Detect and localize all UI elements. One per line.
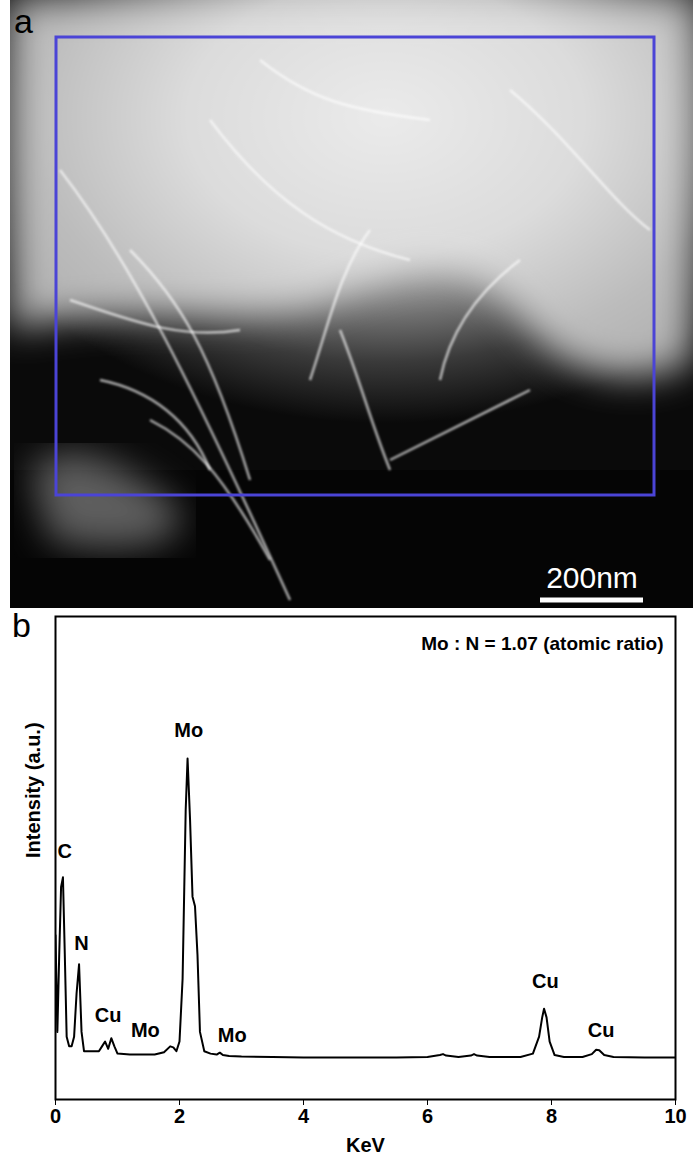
svg-text:Mo: Mo (174, 719, 203, 741)
svg-text:Cu: Cu (588, 1019, 615, 1041)
svg-text:N: N (74, 932, 88, 954)
svg-text:6: 6 (422, 1105, 433, 1127)
svg-text:4: 4 (298, 1105, 310, 1127)
svg-text:10: 10 (664, 1105, 686, 1127)
svg-text:Cu: Cu (532, 970, 559, 992)
svg-text:200nm: 200nm (546, 561, 638, 594)
html-text:b: b (12, 606, 31, 644)
html-text:a: a (14, 2, 33, 40)
svg-text:Intensity (a.u.): Intensity (a.u.) (22, 722, 44, 858)
svg-text:2: 2 (174, 1105, 185, 1127)
svg-text:8: 8 (546, 1105, 557, 1127)
svg-text:0: 0 (50, 1105, 61, 1127)
svg-text:C: C (58, 840, 72, 862)
svg-text:Mo : N = 1.07 (atomic ratio): Mo : N = 1.07 (atomic ratio) (421, 633, 663, 654)
svg-text:KeV: KeV (346, 1134, 386, 1156)
svg-text:Mo: Mo (131, 1019, 160, 1041)
svg-text:Mo: Mo (218, 1024, 247, 1046)
svg-text:Cu: Cu (95, 1004, 122, 1026)
